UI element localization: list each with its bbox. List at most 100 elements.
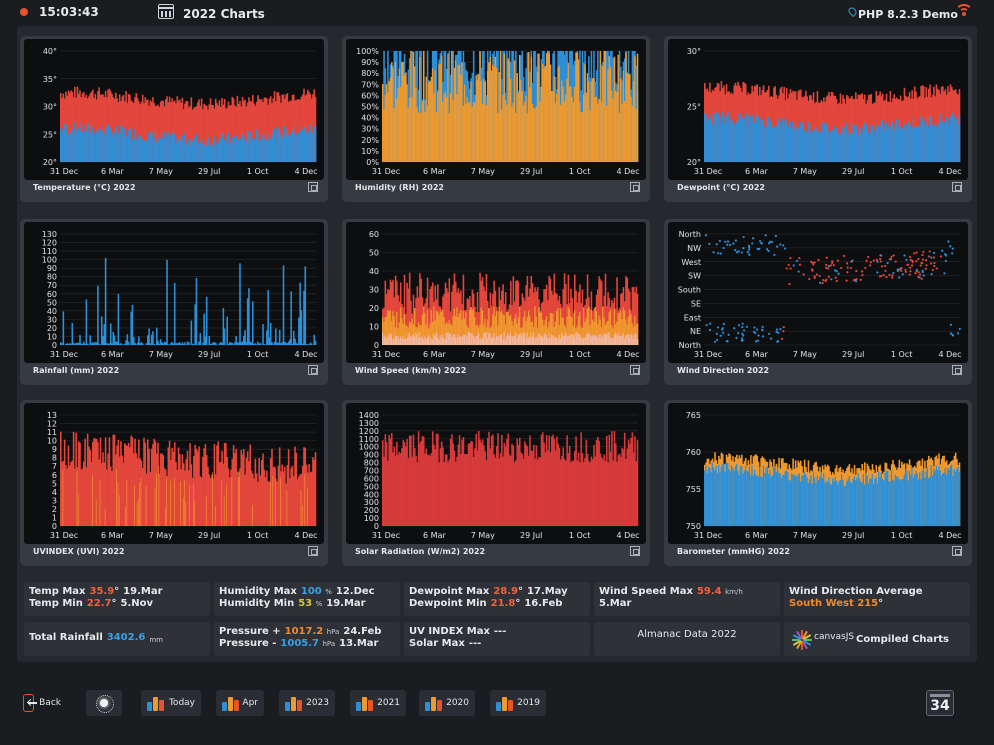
bar bbox=[156, 142, 158, 162]
bar bbox=[857, 134, 860, 162]
year-2023-button[interactable]: 2023 bbox=[279, 690, 335, 716]
bar bbox=[102, 130, 104, 162]
bar bbox=[958, 114, 961, 162]
bar bbox=[625, 52, 627, 162]
bar bbox=[453, 67, 456, 162]
bar bbox=[209, 478, 212, 526]
bar bbox=[792, 474, 794, 526]
expand-icon[interactable] bbox=[630, 546, 640, 556]
bar bbox=[113, 98, 116, 162]
bar bbox=[606, 334, 608, 345]
bar bbox=[239, 468, 241, 526]
bar bbox=[846, 122, 848, 162]
bar bbox=[518, 437, 521, 526]
bar bbox=[456, 307, 458, 345]
today-button[interactable]: Today bbox=[141, 690, 201, 716]
bar bbox=[220, 461, 222, 526]
expand-icon[interactable] bbox=[308, 365, 318, 375]
scatter-point bbox=[921, 269, 924, 272]
bar bbox=[460, 74, 462, 162]
bar bbox=[902, 130, 904, 162]
bar bbox=[567, 62, 570, 162]
bar bbox=[928, 88, 930, 162]
bar bbox=[803, 471, 806, 526]
bar bbox=[281, 464, 284, 526]
expand-icon[interactable] bbox=[630, 182, 640, 192]
bar bbox=[475, 75, 478, 162]
bar bbox=[706, 473, 709, 526]
bar bbox=[264, 97, 267, 162]
bar bbox=[156, 473, 157, 526]
bar bbox=[531, 283, 534, 345]
bar bbox=[603, 51, 606, 162]
bar bbox=[936, 124, 939, 162]
bar bbox=[759, 466, 761, 526]
bar bbox=[415, 456, 417, 526]
bar bbox=[821, 122, 824, 162]
bar bbox=[225, 142, 227, 162]
expand-icon[interactable] bbox=[630, 365, 640, 375]
year-2021-button[interactable]: 2021 bbox=[350, 690, 406, 716]
apr-button[interactable]: Apr bbox=[216, 690, 264, 716]
bar bbox=[812, 92, 815, 162]
scatter-point bbox=[740, 339, 743, 342]
almanac-button[interactable]: Almanac Data 2022 bbox=[594, 622, 780, 656]
bar bbox=[269, 481, 271, 526]
bar bbox=[124, 443, 126, 526]
bar bbox=[489, 448, 492, 526]
bar bbox=[925, 471, 928, 526]
x-tick-label: 7 May bbox=[149, 167, 173, 176]
bar bbox=[198, 341, 200, 345]
y-tick-label: 1 bbox=[52, 513, 57, 522]
scatter-point bbox=[782, 325, 785, 329]
canvasjs-brand: canvasJS bbox=[814, 632, 855, 642]
bar bbox=[793, 91, 796, 162]
bar bbox=[934, 123, 936, 162]
bar bbox=[484, 318, 486, 345]
bar bbox=[244, 99, 246, 162]
expand-icon[interactable] bbox=[308, 546, 318, 556]
bar bbox=[811, 130, 814, 162]
bar bbox=[209, 343, 212, 345]
y-tick-label: 12 bbox=[47, 420, 57, 429]
scatter-point bbox=[914, 272, 917, 275]
bar bbox=[282, 471, 285, 526]
bar bbox=[168, 139, 171, 162]
expand-icon[interactable] bbox=[952, 182, 962, 192]
weather-button[interactable] bbox=[86, 690, 122, 716]
expand-icon[interactable] bbox=[308, 182, 318, 192]
scatter-point bbox=[825, 263, 828, 267]
x-tick-label: 6 Mar bbox=[101, 167, 124, 176]
bar bbox=[292, 476, 295, 526]
bar bbox=[305, 464, 308, 526]
expand-icon[interactable] bbox=[952, 546, 962, 556]
bar bbox=[241, 134, 244, 162]
bar bbox=[85, 94, 88, 162]
bar bbox=[426, 310, 429, 345]
x-tick-label: 7 May bbox=[793, 350, 817, 359]
year-2019-button[interactable]: 2019 bbox=[490, 690, 546, 716]
scatter-point bbox=[825, 278, 828, 281]
bar bbox=[621, 292, 623, 345]
bar bbox=[725, 115, 728, 162]
bar bbox=[277, 342, 280, 345]
bar bbox=[295, 135, 298, 162]
bar bbox=[539, 333, 542, 345]
bar bbox=[212, 472, 213, 526]
back-button[interactable]: Back bbox=[17, 690, 67, 716]
bar bbox=[536, 327, 539, 345]
compiled-charts-button[interactable]: canvasJS Compiled Charts bbox=[784, 622, 970, 656]
expand-icon[interactable] bbox=[952, 365, 962, 375]
bar bbox=[490, 325, 493, 345]
bar bbox=[625, 458, 627, 526]
y-tick-label: West bbox=[681, 258, 701, 267]
bar bbox=[295, 452, 298, 526]
bar bbox=[299, 474, 301, 526]
bar bbox=[782, 117, 784, 162]
bar bbox=[182, 109, 185, 162]
calendar-day-button[interactable]: 34 bbox=[926, 690, 954, 716]
bar bbox=[839, 480, 842, 526]
bar bbox=[411, 318, 414, 345]
bar bbox=[203, 313, 205, 345]
year-2020-button[interactable]: 2020 bbox=[419, 690, 475, 716]
